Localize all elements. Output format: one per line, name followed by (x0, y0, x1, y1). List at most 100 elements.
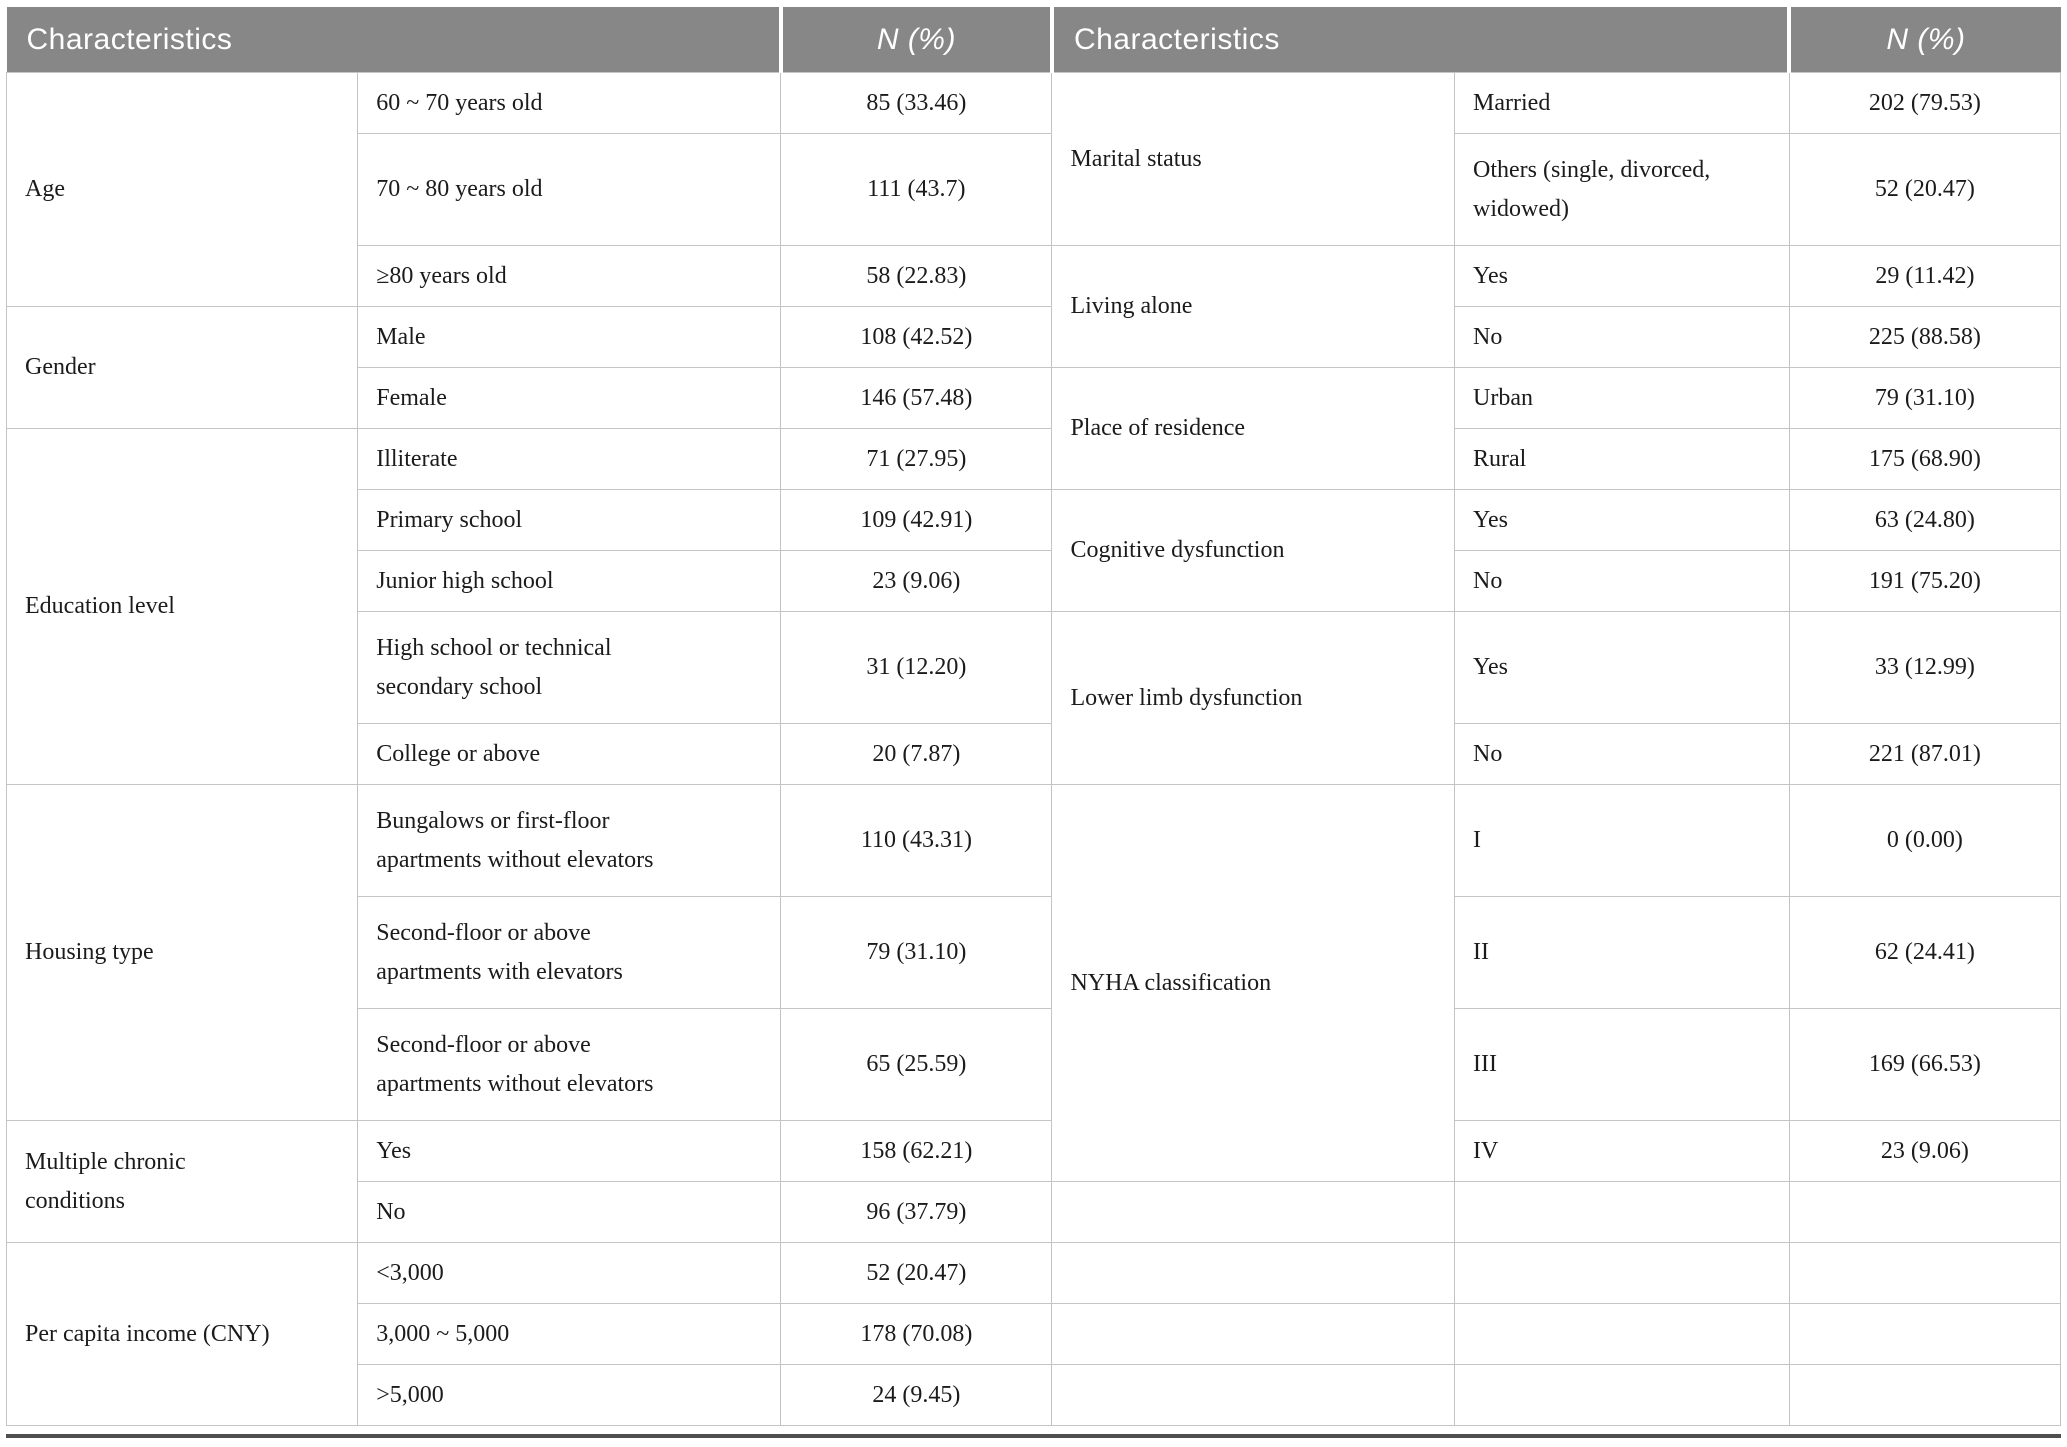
value-cell: 110 (43.31) (780, 784, 1053, 897)
table-header: Characteristics N (%) Characteristics N … (6, 7, 2061, 73)
subcategory-cell: Male (357, 306, 782, 368)
empty-cell (1454, 1364, 1790, 1426)
value-cell: 62 (24.41) (1788, 896, 2062, 1009)
value-cell: 0 (0.00) (1788, 784, 2062, 897)
subcategory-cell: Second-floor or above apartments without… (357, 1008, 782, 1121)
header-characteristics-right: Characteristics (1049, 7, 1790, 73)
value-cell: 79 (31.10) (780, 896, 1053, 1009)
subcategory-cell: Rural (1454, 428, 1790, 490)
value-cell: 29 (11.42) (1788, 245, 2062, 307)
empty-cell (1788, 1181, 2062, 1243)
subcategory-cell: No (1454, 723, 1790, 785)
value-cell: 191 (75.20) (1788, 550, 2062, 612)
value-cell: 63 (24.80) (1788, 489, 2062, 551)
value-cell: 31 (12.20) (780, 611, 1053, 724)
table-row: Education level Illiterate 71 (27.95) Ru… (5, 428, 2062, 785)
value-cell: 146 (57.48) (780, 367, 1053, 429)
value-cell: 52 (20.47) (780, 1242, 1053, 1304)
subcategory-cell: Illiterate (357, 428, 782, 490)
table-row: 3,000 ~ 5,000 178 (70.08) (7, 1303, 2062, 1365)
value-cell: 58 (22.83) (780, 245, 1053, 307)
subcategory-cell: Primary school (357, 489, 782, 551)
empty-cell (1051, 1181, 1456, 1243)
empty-cell (1454, 1303, 1790, 1365)
table-bottom-rule (6, 1434, 2061, 1438)
header-n-right: N (%) (1787, 7, 2061, 73)
value-cell: 23 (9.06) (780, 550, 1053, 612)
value-cell: 33 (12.99) (1788, 611, 2062, 724)
subcategory-cell: Married (1454, 72, 1790, 134)
table-row: Second-floor or above apartments without… (7, 1008, 2062, 1121)
subcategory-cell: >5,000 (357, 1364, 782, 1426)
subcategory-cell: III (1454, 1008, 1790, 1121)
value-cell: 225 (88.58) (1788, 306, 2062, 368)
value-cell: 175 (68.90) (1788, 428, 2062, 490)
subcategory-cell: Second-floor or above apartments with el… (357, 896, 782, 1009)
subcategory-cell: High school or technical secondary schoo… (357, 611, 782, 724)
value-cell: 202 (79.53) (1788, 72, 2062, 134)
table-row: Female 146 (57.48) Place of residence Ur… (7, 367, 2062, 490)
value-cell: 169 (66.53) (1788, 1008, 2062, 1121)
value-cell: 20 (7.87) (780, 723, 1053, 785)
subcategory-cell: <3,000 (357, 1242, 782, 1304)
table-row: Per capita income (CNY) <3,000 52 (20.47… (5, 1242, 2062, 1426)
category-cell-living-alone: Living alone (1051, 245, 1456, 368)
empty-cell (1788, 1242, 2062, 1304)
table-row: Second-floor or above apartments with el… (7, 896, 2062, 1009)
header-n-left: N (%) (778, 7, 1052, 73)
empty-cell (1788, 1303, 2062, 1365)
subcategory-cell: II (1454, 896, 1790, 1009)
empty-cell (1051, 1364, 1456, 1426)
category-cell-age: Age (5, 72, 359, 307)
category-cell-place-of-residence: Place of residence (1051, 367, 1456, 490)
empty-cell (1051, 1303, 1456, 1365)
value-cell: 71 (27.95) (780, 428, 1053, 490)
subcategory-cell: 70 ~ 80 years old (357, 133, 782, 246)
value-cell: 23 (9.06) (1788, 1120, 2062, 1182)
category-cell-gender: Gender (5, 306, 359, 429)
subcategory-cell: I (1454, 784, 1790, 897)
value-cell: 65 (25.59) (780, 1008, 1053, 1121)
table-row: Junior high school 23 (9.06) No 191 (75.… (7, 550, 2062, 612)
table-row: Age 60 ~ 70 years old 85 (33.46) Marital… (5, 72, 2062, 307)
subcategory-cell: No (357, 1181, 782, 1243)
subcategory-cell: 60 ~ 70 years old (357, 72, 782, 134)
value-cell: 79 (31.10) (1788, 367, 2062, 429)
table-row: 70 ~ 80 years old 111 (43.7) Others (sin… (7, 133, 2062, 246)
category-cell-multiple-chronic-conditions: Multiple chronic conditions (5, 1120, 359, 1243)
table-row: Housing type Bungalows or first-floor ap… (5, 784, 2062, 1182)
subcategory-cell: IV (1454, 1120, 1790, 1182)
category-cell-education-level: Education level (5, 428, 359, 785)
value-cell: 96 (37.79) (780, 1181, 1053, 1243)
category-cell-marital-status: Marital status (1051, 72, 1456, 246)
value-cell: 109 (42.91) (780, 489, 1053, 551)
subcategory-cell: 3,000 ~ 5,000 (357, 1303, 782, 1365)
header-characteristics-left: Characteristics (6, 7, 781, 73)
subcategory-cell: Bungalows or first-floor apartments with… (357, 784, 782, 897)
subcategory-cell: Others (single, divorced, widowed) (1454, 133, 1790, 246)
table-row: High school or technical secondary schoo… (7, 611, 2062, 785)
category-cell-housing-type: Housing type (5, 784, 359, 1121)
subcategory-cell: Junior high school (357, 550, 782, 612)
value-cell: 24 (9.45) (780, 1364, 1053, 1426)
category-cell-per-capita-income: Per capita income (CNY) (5, 1242, 359, 1426)
empty-cell (1051, 1242, 1456, 1304)
value-cell: 85 (33.46) (780, 72, 1053, 134)
value-cell: 158 (62.21) (780, 1120, 1053, 1182)
subcategory-cell: No (1454, 550, 1790, 612)
subcategory-cell: Yes (357, 1120, 782, 1182)
subcategory-cell: College or above (357, 723, 782, 785)
value-cell: 111 (43.7) (780, 133, 1053, 246)
table-row: Primary school 109 (42.91) Cognitive dys… (7, 489, 2062, 612)
category-cell-lower-limb-dysfunction: Lower limb dysfunction (1051, 611, 1456, 785)
empty-cell (1454, 1242, 1790, 1304)
value-cell: 108 (42.52) (780, 306, 1053, 368)
category-cell-cognitive-dysfunction: Cognitive dysfunction (1051, 489, 1456, 612)
category-cell-nyha-classification: NYHA classification (1051, 784, 1456, 1182)
value-cell: 52 (20.47) (1788, 133, 2062, 246)
subcategory-cell: Female (357, 367, 782, 429)
subcategory-cell: Yes (1454, 611, 1790, 724)
subcategory-cell: Yes (1454, 489, 1790, 551)
subcategory-cell: Yes (1454, 245, 1790, 307)
